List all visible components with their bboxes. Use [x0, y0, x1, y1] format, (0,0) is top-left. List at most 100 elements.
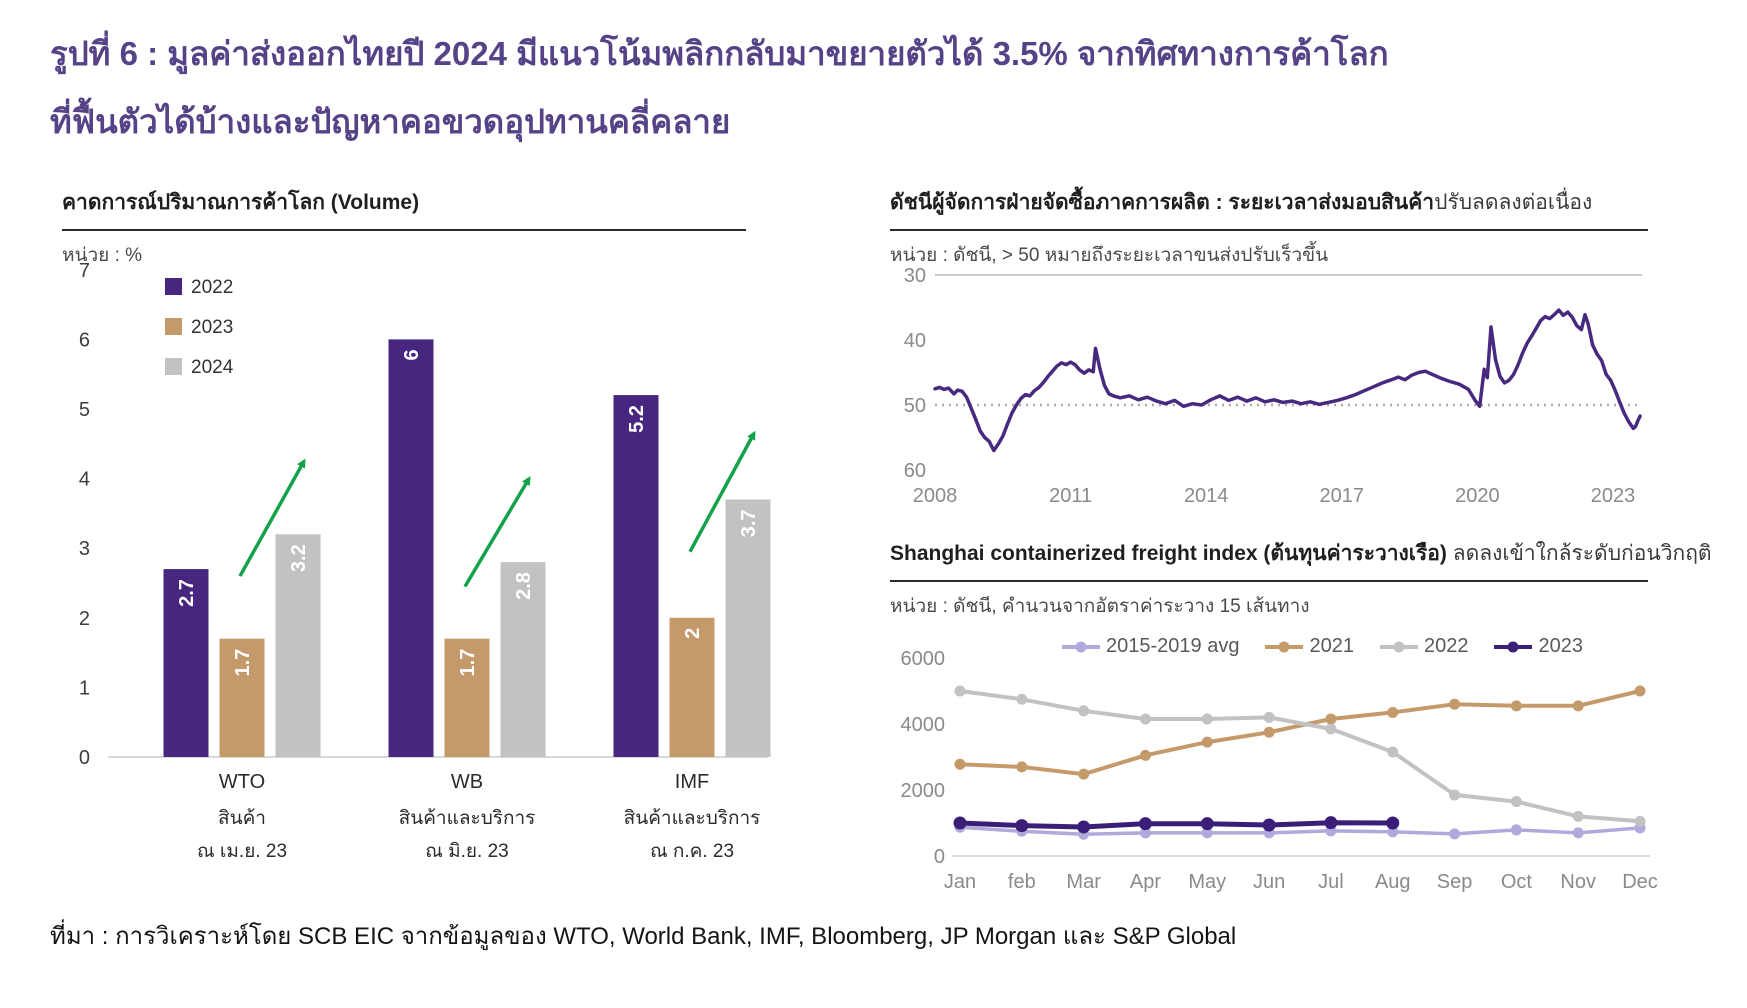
scfi-marker-2015-2019 avg: [1510, 824, 1522, 836]
scfi-marker-2021: [1387, 706, 1399, 718]
scfi-marker-2022: [1325, 723, 1337, 735]
category-sublabel-1: สินค้า: [218, 808, 266, 829]
trade-forecast-unit-label: หน่วย : %: [62, 245, 143, 266]
y-tick-label: 7: [79, 260, 90, 282]
scfi-marker-2015-2019 avg: [1449, 828, 1461, 840]
legend-item-2015-2019 avg: 2015-2019 avg: [1060, 635, 1239, 658]
scfi-marker-2021: [1201, 736, 1213, 748]
x-tick-label: 2017: [1320, 485, 1365, 507]
y-tick-label: 30: [904, 265, 926, 287]
trade-forecast-bar-chart: 0 1 2 3 4 5 6 7 2022 2023 2024 2.7 6 5.2 1.7 1.7 2 3.2 2.8…: [79, 260, 771, 862]
legend-label: 2021: [1309, 635, 1354, 657]
figure-title-line1: รูปที่ 6 : มูลค่าส่งออกไทยปี 2024 มีแนวโ…: [50, 35, 1389, 72]
x-tick-label: 2023: [1591, 485, 1636, 507]
growth-arrow-IMF: [688, 430, 756, 553]
category-sublabel-2: ณ เม.ย. 23: [197, 841, 287, 862]
scfi-marker-2022: [1078, 705, 1090, 717]
scfi-marker-2023: [1262, 818, 1276, 832]
bar-2023-IMF: [669, 617, 715, 757]
bar-value-label: 2.8: [513, 572, 535, 600]
legend-label: 2015-2019 avg: [1106, 635, 1240, 657]
legend-item-2021: 2021: [1263, 635, 1354, 658]
pmi-title-regular: ปรับลดลงต่อเนื่อง: [1434, 191, 1593, 214]
scfi-marker-2021: [1449, 698, 1461, 710]
scfi-marker-2021: [1263, 726, 1275, 738]
scfi-marker-2021: [1510, 700, 1522, 712]
scfi-marker-2015-2019 avg: [1139, 827, 1151, 839]
scfi-marker-2022: [1201, 713, 1213, 725]
scfi-marker-2023: [1015, 819, 1029, 833]
scfi-series-line-2015-2019 avg: [959, 825, 1641, 836]
bar-2024-WB: [500, 562, 546, 757]
scfi-marker-2022: [1016, 693, 1028, 705]
y-tick-label: 0: [79, 747, 90, 769]
scfi-title: Shanghai containerized freight index (ต้…: [890, 537, 1712, 582]
scfi-series-line-2021: [959, 689, 1641, 777]
y-tick-label: 40: [904, 330, 926, 352]
scfi-marker-2021: [1572, 700, 1584, 712]
scfi-marker-2022: [954, 685, 966, 697]
category-sublabel-1: สินค้าและบริการ: [624, 808, 761, 829]
bar-value-label: 3.2: [288, 544, 310, 572]
scfi-marker-2022: [1387, 746, 1399, 758]
y-tick-label: 4000: [901, 714, 946, 736]
scfi-marker-2023: [1138, 817, 1152, 831]
y-tick-label: 6: [79, 329, 90, 351]
category-label-WB: WB: [451, 771, 483, 793]
category-sublabel-1: สินค้าและบริการ: [399, 808, 536, 829]
pmi-unit-label: หน่วย : ดัชนี, > 50 หมายถึงระยะเวลาขนส่ง…: [890, 245, 1329, 266]
scfi-marker-2022: [1263, 711, 1275, 723]
scfi-marker-2015-2019 avg: [1201, 827, 1213, 839]
source-note: ที่มา : การวิเคราะห์โดย SCB EIC จากข้อมู…: [50, 923, 1237, 950]
scfi-marker-2023: [1386, 816, 1400, 830]
x-tick-label-Aug: Aug: [1375, 871, 1411, 893]
legend-swatch-2023: [165, 318, 182, 335]
pmi-panel: ดัชนีผู้จัดการฝ่ายจัดซื้อภาคการผลิต : ระ…: [890, 186, 1648, 507]
x-tick-label-Apr: Apr: [1130, 871, 1161, 893]
figure-title-line2: ที่ฟื้นตัวได้บ้างและปัญหาคอขวดอุปทานคลี่…: [50, 102, 731, 140]
scfi-marker-2021: [954, 758, 966, 770]
bar-2022-WB: [388, 339, 434, 757]
legend-item-2022: 2022: [1378, 635, 1469, 658]
bar-value-label: 1.7: [457, 649, 479, 677]
scfi-marker-2021: [1139, 749, 1151, 761]
growth-arrow-WB: [463, 476, 531, 588]
pmi-line-chart: 30 40 50 60 2008 2011 2014 2017 2020 2023: [904, 265, 1642, 507]
scfi-marker-2023: [1077, 820, 1091, 834]
legend-label-2023: 2023: [191, 317, 233, 338]
trade-forecast-panel: คาดการณ์ปริมาณการค้าโลก (Volume) หน่วย :…: [62, 186, 771, 862]
bar-value-label: 3.7: [738, 509, 760, 537]
x-tick-label-Jun: Jun: [1253, 871, 1285, 893]
y-tick-label: 3: [79, 538, 90, 560]
x-tick-label-Oct: Oct: [1501, 871, 1533, 893]
y-tick-label: 60: [904, 460, 926, 482]
legend-line-marker-icon: [1379, 641, 1418, 652]
y-tick-label: 2000: [901, 780, 946, 802]
legend-label-2022: 2022: [191, 277, 233, 298]
scfi-marker-2015-2019 avg: [1387, 826, 1399, 838]
x-tick-label-Nov: Nov: [1560, 871, 1596, 893]
x-tick-label: 2020: [1455, 485, 1500, 507]
legend-label: 2023: [1538, 635, 1583, 657]
x-tick-label-Jan: Jan: [944, 871, 976, 893]
scfi-series-line-2023: [959, 820, 1393, 830]
x-tick-label-feb: feb: [1008, 871, 1036, 893]
y-tick-label: 50: [904, 395, 926, 417]
x-tick-label-Jul: Jul: [1318, 871, 1344, 893]
scfi-title-bold: Shanghai containerized freight index (ต้…: [890, 542, 1447, 565]
legend-item-2023: 2023: [1492, 635, 1583, 658]
scfi-marker-2023: [1324, 816, 1338, 830]
figure-title: รูปที่ 6 : มูลค่าส่งออกไทยปี 2024 มีแนวโ…: [50, 20, 1610, 155]
bar-value-label: 2.7: [176, 579, 198, 607]
pmi-title: ดัชนีผู้จัดการฝ่ายจัดซื้อภาคการผลิต : ระ…: [890, 186, 1648, 231]
pmi-title-bold: ดัชนีผู้จัดการฝ่ายจัดซื้อภาคการผลิต : ระ…: [890, 191, 1435, 214]
scfi-marker-2023: [953, 816, 967, 830]
legend-label: 2022: [1423, 635, 1469, 657]
y-tick-label: 1: [79, 677, 90, 699]
scfi-marker-2022: [1139, 713, 1151, 725]
scfi-unit-label: หน่วย : ดัชนี, คำนวนจากอัตราค่าระวาง 15 …: [890, 596, 1310, 617]
bar-2024-WTO: [275, 534, 321, 757]
scfi-marker-2021: [1016, 761, 1028, 773]
trade-forecast-title: คาดการณ์ปริมาณการค้าโลก (Volume): [62, 186, 746, 231]
x-tick-label-May: May: [1188, 871, 1226, 893]
